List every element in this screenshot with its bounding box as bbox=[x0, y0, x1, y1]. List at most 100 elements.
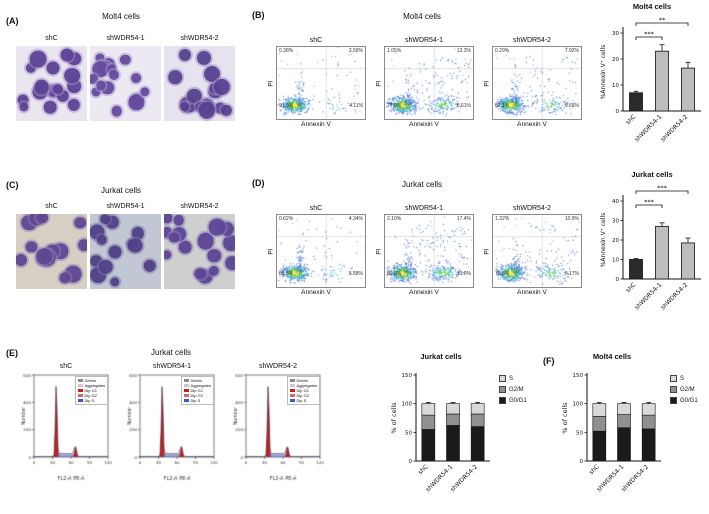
flow-plot-frame: 0.38% 3.59% 91.9% 4.11% bbox=[276, 46, 366, 120]
quadrant-pct-tr: 4.34% bbox=[348, 216, 363, 222]
micrograph-col: shWDR54-2 bbox=[164, 35, 235, 121]
hist-legend-item: Aggregates bbox=[183, 383, 211, 388]
flow-plot-title: shWDR54-1 bbox=[404, 205, 444, 212]
micrograph-label: shWDR54-2 bbox=[180, 35, 219, 42]
panel-b-title: Molt4 cells bbox=[403, 12, 441, 21]
panel-e-histograms: shC Debris Aggregates Dip G1 Dip G2 Dip S sh… bbox=[6, 363, 336, 488]
svg-text:50: 50 bbox=[405, 430, 412, 436]
flow-plot-title: shWDR54-1 bbox=[404, 37, 444, 44]
svg-text:50: 50 bbox=[576, 430, 583, 436]
chart-title: Molt4 cells bbox=[592, 352, 632, 361]
chart-title: Jurkat cells bbox=[420, 352, 462, 361]
flow-scatter-canvas bbox=[493, 47, 581, 119]
svg-text:***: *** bbox=[657, 184, 668, 192]
quadrant-pct-tr: 17.4% bbox=[456, 216, 471, 222]
x-axis-label: Annexin V bbox=[409, 121, 439, 128]
flow-scatter-canvas bbox=[493, 215, 581, 287]
quadrant-pct-tr: 3.59% bbox=[348, 48, 363, 54]
hist-legend: Debris Aggregates Dip G1 Dip G2 Dip S bbox=[286, 376, 320, 405]
panel-f-label: (F) bbox=[543, 356, 555, 366]
quadrant-pct-tl: 0.62% bbox=[279, 216, 294, 222]
svg-text:shC: shC bbox=[625, 281, 638, 294]
x-axis-label: Annexin V bbox=[301, 121, 331, 128]
panel-a-label: (A) bbox=[6, 16, 19, 26]
svg-text:%Annexin V⁺ cells: %Annexin V⁺ cells bbox=[600, 45, 607, 100]
svg-text:shWDR54-2: shWDR54-2 bbox=[660, 281, 690, 311]
svg-text:30: 30 bbox=[612, 219, 619, 225]
hist-legend-item: Dip G1 bbox=[183, 388, 211, 393]
flow-plot-shwdr54-1: shWDR54-1 PI 2.10% 17.4% 69.5% 11.0% Ann… bbox=[374, 205, 474, 296]
flow-plot-title: shC bbox=[309, 205, 323, 212]
chart-title: Jurkat cells bbox=[631, 170, 673, 179]
svg-text:***: *** bbox=[644, 198, 655, 206]
annexin-chart-jurkat: Jurkat cells 0 10 20 30 40 %Annexin V⁺ cells s… bbox=[597, 170, 707, 332]
quadrant-pct-bl: 82.1% bbox=[495, 103, 510, 109]
hist-legend-item: Dip G2 bbox=[77, 393, 105, 398]
hist-legend-item: Debris bbox=[289, 378, 317, 383]
panel-c-label: (C) bbox=[6, 180, 19, 190]
micrograph-label: shWDR54-2 bbox=[180, 203, 219, 210]
flow-scatter-canvas bbox=[277, 47, 365, 119]
cycle-hist-shwdr54-1: shWDR54-1 Debris Aggregates Dip G1 Dip G2 Di… bbox=[126, 363, 218, 488]
svg-text:40: 40 bbox=[612, 199, 619, 205]
svg-text:20: 20 bbox=[612, 57, 619, 63]
chart-title: Molt4 cells bbox=[632, 2, 672, 11]
hist-legend-item: Aggregates bbox=[77, 383, 105, 388]
hist-legend-item: Debris bbox=[77, 378, 105, 383]
micrograph-image bbox=[164, 46, 235, 121]
cycle-stacked-chart: 0 50 100 150% of cells shC shWDR54-1 shWDR54-2 bbox=[557, 361, 667, 514]
quadrant-pct-tr: 7.92% bbox=[564, 48, 579, 54]
legend-item: S bbox=[670, 375, 698, 382]
flow-scatter-canvas bbox=[385, 47, 473, 119]
svg-text:100: 100 bbox=[573, 402, 584, 408]
hist-title: shWDR54-2 bbox=[258, 363, 298, 370]
hist-title: shWDR54-1 bbox=[152, 363, 192, 370]
svg-text:150: 150 bbox=[402, 373, 413, 379]
x-axis-label: Annexin V bbox=[409, 289, 439, 296]
hist-legend-item: Dip S bbox=[183, 398, 211, 403]
micrograph-col: shWDR54-1 bbox=[90, 35, 161, 121]
quadrant-pct-br: 4.11% bbox=[349, 103, 363, 109]
hist-legend-item: Dip G1 bbox=[289, 388, 317, 393]
panel-d-plots: shC PI 0.62% 4.34% 89.5% 5.58% Annexin V… bbox=[252, 205, 592, 296]
svg-text:shWDR54-2: shWDR54-2 bbox=[660, 113, 690, 143]
flow-plot-title: shWDR54-2 bbox=[512, 205, 552, 212]
panel-e: (E) Jurkat cells shC Debris Aggregates Dip… bbox=[6, 344, 336, 488]
svg-text:0: 0 bbox=[616, 277, 620, 283]
flow-plot-frame: 2.10% 17.4% 69.5% 11.0% bbox=[384, 214, 474, 288]
svg-text:0: 0 bbox=[409, 459, 413, 465]
quadrant-pct-bl: 89.5% bbox=[279, 271, 294, 277]
hist-legend-item: Aggregates bbox=[289, 383, 317, 388]
hist-legend-item: Debris bbox=[183, 378, 211, 383]
quadrant-pct-br: 9.17% bbox=[564, 271, 579, 277]
panel-c-title: Jurkat cells bbox=[100, 186, 141, 195]
panel-a-title: Molt4 cells bbox=[102, 12, 140, 21]
flow-plot-shwdr54-2: shWDR54-2 PI 1.32% 10.0% 79.5% 9.17% Ann… bbox=[482, 205, 582, 296]
annexin-bar-chart: 0 10 20 30 %Annexin V⁺ cells shC shWDR54-1 shWD… bbox=[597, 11, 707, 164]
panel-c-images: shC shWDR54-1 shWDR54-2 bbox=[16, 203, 236, 289]
quadrant-pct-tl: 1.32% bbox=[495, 216, 510, 222]
hist-legend-item: Dip G2 bbox=[183, 393, 211, 398]
legend-item: G0/G1 bbox=[499, 397, 527, 404]
quadrant-pct-br: 11.0% bbox=[457, 271, 471, 277]
quadrant-pct-tr: 13.3% bbox=[456, 48, 471, 54]
svg-text:% of cells: % of cells bbox=[561, 402, 569, 434]
panel-d-label: (D) bbox=[252, 178, 265, 188]
micrograph-col: shWDR54-2 bbox=[164, 203, 235, 289]
hist-legend-item: Dip G1 bbox=[77, 388, 105, 393]
svg-text:150: 150 bbox=[573, 373, 584, 379]
hist-legend: Debris Aggregates Dip G1 Dip G2 Dip S bbox=[74, 376, 108, 405]
quadrant-pct-tl: 2.10% bbox=[387, 216, 402, 222]
cycle-chart-legend: S G2/M G0/G1 bbox=[670, 375, 698, 408]
y-axis-label: PI bbox=[375, 79, 383, 87]
hist-legend-item: Dip S bbox=[289, 398, 317, 403]
x-axis-label: Annexin V bbox=[517, 289, 547, 296]
quadrant-pct-tl: 1.05% bbox=[387, 48, 402, 54]
x-axis-label: Annexin V bbox=[517, 121, 547, 128]
flow-plot-frame: 1.32% 10.0% 79.5% 9.17% bbox=[492, 214, 582, 288]
cycle-chart-molt4: Molt4 cells 0 50 100 150% of cells shC shWDR5… bbox=[557, 352, 698, 514]
micrograph-image bbox=[90, 46, 161, 121]
svg-text:shC: shC bbox=[588, 463, 601, 476]
hist-legend-item: Dip S bbox=[77, 398, 105, 403]
